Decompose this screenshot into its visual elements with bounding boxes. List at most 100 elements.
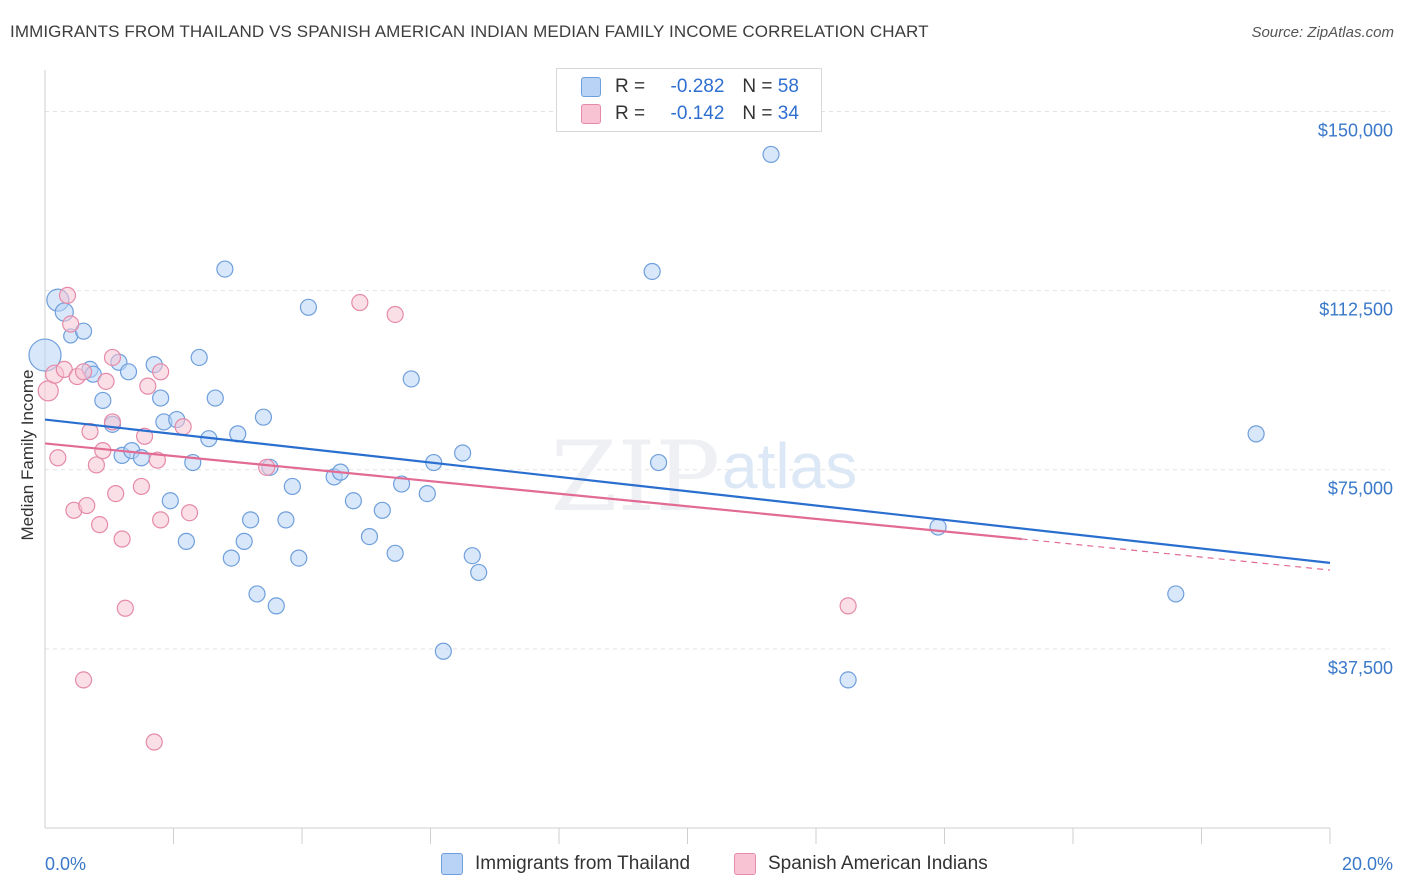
spanish-american-indian-point[interactable] [97,372,115,390]
legend-n-label: N = [742,103,773,124]
thailand-point[interactable] [248,585,266,603]
bottom-legend-spanish-american-indian[interactable]: Spanish American Indians [734,850,988,878]
bottom-legend-swatch-blue [441,853,463,875]
chart-title: IMMIGRANTS FROM THAILAND VS SPANISH AMER… [10,22,929,41]
thailand-point[interactable] [839,671,857,689]
thailand-point[interactable] [242,511,260,529]
spanish-american-indian-point[interactable] [139,377,157,395]
legend-n-label: N = [742,76,773,97]
spanish-american-indian-point[interactable] [839,597,857,615]
thailand-trend-line [44,418,1331,564]
thailand-point[interactable] [344,492,362,510]
y-tick-label: $112,500 [1319,300,1393,320]
legend-row-thailand: R = -0.282 N = 58 [581,74,799,100]
thailand-point[interactable] [418,485,436,503]
thailand-point[interactable] [254,408,273,426]
bottom-legend-label: Spanish American Indians [768,853,988,874]
spanish-american-indian-point[interactable] [74,363,93,381]
spanish-american-indian-point[interactable] [135,427,154,445]
spanish-american-indian-trend-line [44,442,1022,541]
spanish-american-indian-point[interactable] [116,599,134,617]
watermark-zip: ZIP [551,421,720,533]
legend-n-value: 58 [777,76,799,97]
thailand-point[interactable] [277,511,295,529]
spanish-american-indian-point[interactable] [386,305,404,324]
legend-r-label: R = [615,76,646,97]
spanish-american-indian-point[interactable] [145,733,163,751]
spanish-american-indian-point[interactable] [103,348,122,367]
thailand-point[interactable] [392,475,411,493]
thailand-point[interactable] [177,532,195,550]
thailand-point[interactable] [434,642,452,660]
y-axis-label: Median Family Income [18,369,37,540]
spanish-american-indian-point[interactable] [62,315,80,333]
spanish-american-indian-point[interactable] [78,496,96,515]
spanish-american-indian-point[interactable] [55,360,73,379]
x-tick-labels: 0.0% 20.0% [45,854,1393,874]
spanish-american-indian-point[interactable] [91,516,109,534]
legend-r-value: -0.142 [670,103,725,124]
thailand-point[interactable] [299,298,318,316]
spanish-american-indian-point[interactable] [351,293,369,312]
spanish-american-indian-point[interactable] [152,511,170,529]
grid-layer [45,110,1390,650]
thailand-point[interactable] [235,532,253,550]
thailand-point[interactable] [28,338,62,372]
trend-lines [44,418,1331,571]
thailand-point[interactable] [152,389,170,407]
bottom-legend-swatch-pink [734,853,756,875]
legend-n-value: 34 [777,103,799,124]
legend-r-label: R = [615,103,646,124]
thailand-point[interactable] [290,549,308,567]
spanish-american-indian-trend-extension [1021,538,1331,571]
spanish-american-indian-point[interactable] [148,451,167,469]
spanish-american-indian-point[interactable] [74,671,93,689]
bottom-legend-thailand[interactable]: Immigrants from Thailand [441,850,690,878]
spanish-american-indian-point[interactable] [152,363,170,381]
thailand-point[interactable] [360,527,379,546]
thailand-point[interactable] [267,597,285,615]
thailand-point[interactable] [283,477,301,496]
thailand-point[interactable] [119,363,138,381]
thailand-point[interactable] [402,370,420,388]
y-tick-label: $150,000 [1318,120,1393,140]
thailand-point[interactable] [762,145,780,164]
thailand-point[interactable] [463,547,481,565]
thailand-point[interactable] [649,453,668,472]
y-tick-label: $75,000 [1328,479,1393,499]
thailand-point[interactable] [94,391,112,410]
thailand-point[interactable] [1247,425,1265,443]
spanish-american-indian-point[interactable] [180,504,199,522]
bottom-legend-label: Immigrants from Thailand [475,853,691,874]
spanish-american-indian-point[interactable] [107,485,125,503]
thailand-point[interactable] [206,389,224,407]
spanish-american-indian-point[interactable] [49,449,67,467]
thailand-point[interactable] [216,260,234,278]
y-tick-labels: $37,500 $75,000 $112,500 $150,000 [1318,120,1393,677]
series-thailand-points [28,145,1265,689]
legend-r-value: -0.282 [670,76,725,97]
spanish-american-indian-point[interactable] [113,530,131,548]
legend-swatch-pink [581,104,601,124]
axis-layer [44,70,1331,844]
thailand-point[interactable] [470,563,488,582]
spanish-american-indian-point[interactable] [58,286,77,304]
spanish-american-indian-point[interactable] [258,458,276,476]
spanish-american-indian-point[interactable] [174,418,192,436]
thailand-point[interactable] [373,501,391,519]
spanish-american-indian-point[interactable] [37,380,59,402]
thailand-point[interactable] [161,492,179,510]
thailand-point[interactable] [929,518,947,536]
x-tick-label-max: 20.0% [1342,854,1393,874]
thailand-point[interactable] [386,544,404,562]
spanish-american-indian-point[interactable] [132,477,150,496]
spanish-american-indian-point[interactable] [87,456,106,474]
thailand-point[interactable] [222,549,240,567]
thailand-point[interactable] [74,322,93,340]
thailand-point[interactable] [643,262,661,281]
thailand-point[interactable] [1167,585,1185,603]
thailand-point[interactable] [454,444,472,462]
legend-row-spanish-american-indian: R = -0.142 N = 34 [581,101,799,127]
thailand-point[interactable] [190,348,208,367]
